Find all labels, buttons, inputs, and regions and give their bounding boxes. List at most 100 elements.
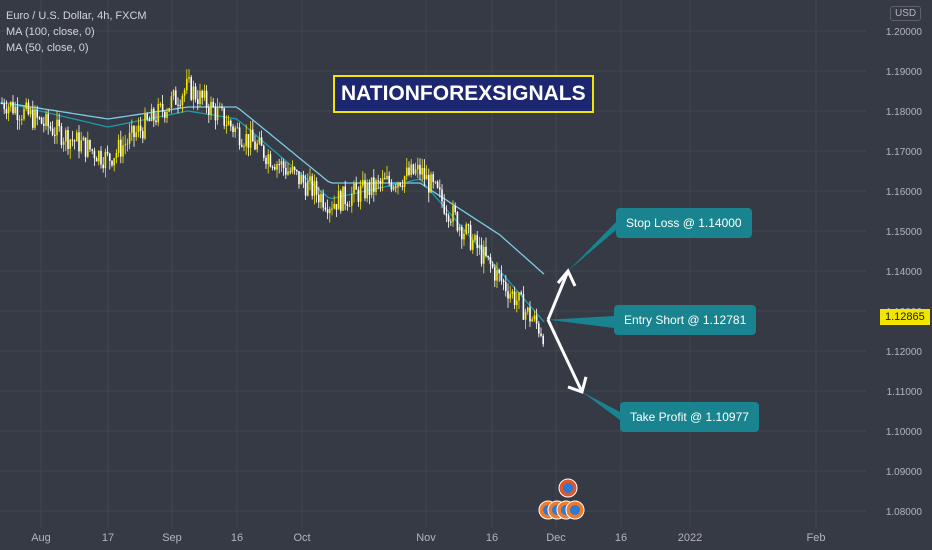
candle-body: [505, 281, 507, 292]
time-axis[interactable]: Aug 17 Sep 16 Oct Nov 16 Dec 16 2022 Feb: [31, 532, 825, 544]
candle-body: [133, 125, 135, 138]
candle-body: [390, 182, 393, 190]
candle-body: [36, 109, 38, 118]
candle-body: [465, 224, 467, 234]
candle-body: [164, 111, 166, 118]
candle-body: [181, 95, 184, 106]
candle-body: [115, 152, 118, 159]
candle-body: [258, 137, 261, 144]
candles: [1, 69, 544, 347]
candle-body: [247, 134, 250, 148]
entry-pointer: [548, 316, 614, 328]
chart-logo-icon[interactable]: [538, 478, 585, 520]
candle-body: [137, 125, 140, 133]
candle-body: [201, 90, 203, 98]
candle-body: [509, 294, 511, 299]
candle-body: [289, 171, 291, 173]
currency-tag[interactable]: USD: [890, 6, 922, 21]
candle-body: [212, 101, 214, 107]
legend-ma50[interactable]: MA (50, close, 0): [6, 42, 89, 54]
candle-body: [454, 205, 456, 213]
candle-body: [502, 280, 505, 282]
candle-body: [318, 194, 320, 203]
candle-body: [271, 166, 274, 168]
candle-body: [183, 90, 186, 96]
candle-body: [370, 177, 373, 195]
trade-arrows: [546, 222, 620, 420]
candle-body: [12, 101, 14, 114]
x-tick-label: Aug: [31, 532, 51, 544]
candle-body: [524, 311, 527, 320]
candle-body: [285, 167, 287, 175]
entry-short-callout[interactable]: Entry Short @ 1.12781: [614, 305, 757, 335]
candle-body: [144, 113, 146, 139]
candle-body: [84, 137, 87, 157]
candle-body: [146, 113, 148, 120]
candle-body: [480, 244, 483, 264]
candle-body: [38, 117, 41, 119]
take-profit-callout[interactable]: Take Profit @ 1.10977: [620, 402, 759, 432]
y-tick-label: 1.18000: [886, 107, 923, 118]
candle-body: [104, 151, 107, 169]
candle-body: [333, 203, 335, 209]
candle-body: [45, 114, 47, 126]
ma100-line: [0, 102, 545, 275]
candle-body: [476, 235, 478, 248]
price-axis[interactable]: 1.20000 1.19000 1.18000 1.17000 1.16000 1.150…: [886, 27, 923, 518]
candle-body: [296, 170, 298, 172]
y-tick-label: 1.15000: [886, 227, 923, 238]
candle-body: [274, 167, 276, 170]
candle-body: [232, 126, 234, 132]
candle-body: [346, 204, 349, 206]
candle-body: [377, 180, 379, 182]
legend-symbol[interactable]: Euro / U.S. Dollar, 4h, FXCM: [6, 10, 147, 22]
y-tick-label: 1.09000: [886, 467, 923, 478]
candle-body: [463, 233, 465, 240]
candle-body: [14, 106, 16, 114]
candle-body: [304, 182, 307, 196]
candle-body: [439, 187, 441, 190]
candle-body: [216, 107, 219, 121]
candle-body: [500, 273, 503, 281]
candle-body: [80, 140, 82, 152]
candle-body: [32, 109, 34, 128]
candle-body: [58, 119, 60, 127]
candle-body: [362, 180, 364, 186]
candle-body: [243, 146, 245, 148]
candle-body: [203, 90, 206, 98]
candle-body: [3, 103, 5, 110]
candle-body: [357, 189, 360, 202]
candle-body: [513, 291, 516, 306]
candle-body: [120, 139, 122, 157]
candle-body: [436, 181, 439, 188]
candle-body: [417, 164, 419, 170]
candle-body: [225, 125, 228, 127]
candle-body: [29, 109, 32, 115]
candle-body: [208, 107, 210, 115]
candle-body: [234, 127, 236, 132]
candle-body: [287, 171, 289, 175]
candle-body: [155, 120, 157, 123]
candle-body: [219, 106, 221, 108]
candle-body: [249, 129, 252, 148]
ma100-line-group: [0, 102, 545, 275]
candle-body: [54, 134, 56, 136]
candle-body: [489, 256, 492, 265]
candle-body: [95, 158, 98, 162]
candle-body: [392, 186, 395, 190]
candle-body: [199, 90, 201, 104]
candle-body: [21, 119, 23, 121]
candle-body: [315, 181, 318, 195]
candle-body: [23, 108, 25, 120]
stop-loss-callout[interactable]: Stop Loss @ 1.14000: [616, 208, 752, 238]
candle-body: [494, 267, 496, 281]
candle-body: [124, 144, 126, 146]
candle-body: [280, 161, 283, 165]
candle-body: [186, 78, 188, 91]
candle-body: [177, 104, 179, 106]
legend-ma100[interactable]: MA (100, close, 0): [6, 26, 95, 38]
candle-body: [355, 183, 357, 190]
candle-body: [399, 182, 401, 186]
